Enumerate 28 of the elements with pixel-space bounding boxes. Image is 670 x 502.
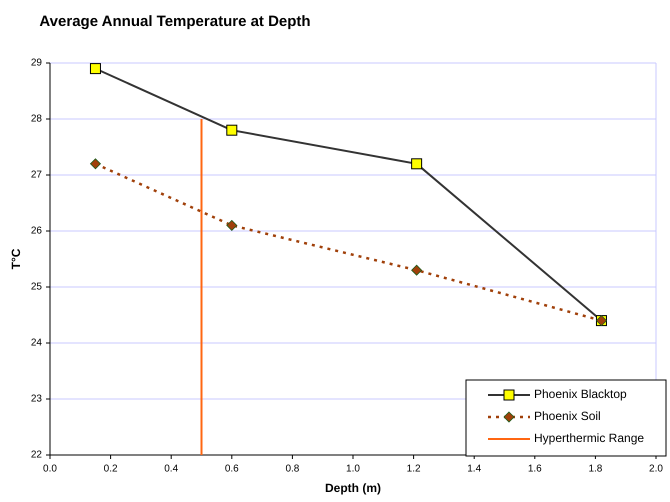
y-tick-label: 29 — [30, 58, 42, 69]
x-tick-label: 1.8 — [588, 464, 603, 475]
x-tick-label: 2.0 — [649, 464, 664, 475]
x-tick-label: 0.6 — [224, 464, 240, 475]
y-tick-label: 24 — [30, 338, 42, 349]
x-tick-label: 0.4 — [164, 464, 179, 475]
chart-title: Average Annual Temperature at Depth — [39, 12, 311, 30]
point — [411, 264, 422, 276]
x-tick-label: 1.6 — [528, 464, 542, 475]
y-tick-label: 28 — [30, 114, 42, 125]
x-tick-label: 0.0 — [43, 464, 58, 475]
y-tick-label: 26 — [30, 226, 42, 237]
legend-label: Hyperthermic Range — [534, 431, 644, 446]
y-tick-label: 25 — [30, 282, 42, 293]
point — [90, 158, 101, 170]
y-axis-title: T°C — [9, 248, 23, 270]
x-tick-label: 1.4 — [467, 464, 482, 475]
y-tick-label: 27 — [30, 170, 42, 181]
legend-label: Phoenix Soil — [534, 409, 601, 424]
y-tick-label: 23 — [30, 394, 42, 405]
y-tick-label: 22 — [30, 450, 42, 461]
x-tick-label: 0.2 — [104, 464, 118, 475]
x-axis-title: Depth (m) — [325, 481, 381, 495]
legend-label: Phoenix Blacktop — [534, 387, 628, 402]
x-tick-label: 1.0 — [346, 464, 360, 475]
x-tick-label: 1.2 — [406, 464, 421, 475]
x-tick-label: 0.8 — [285, 464, 300, 475]
point — [226, 220, 238, 231]
